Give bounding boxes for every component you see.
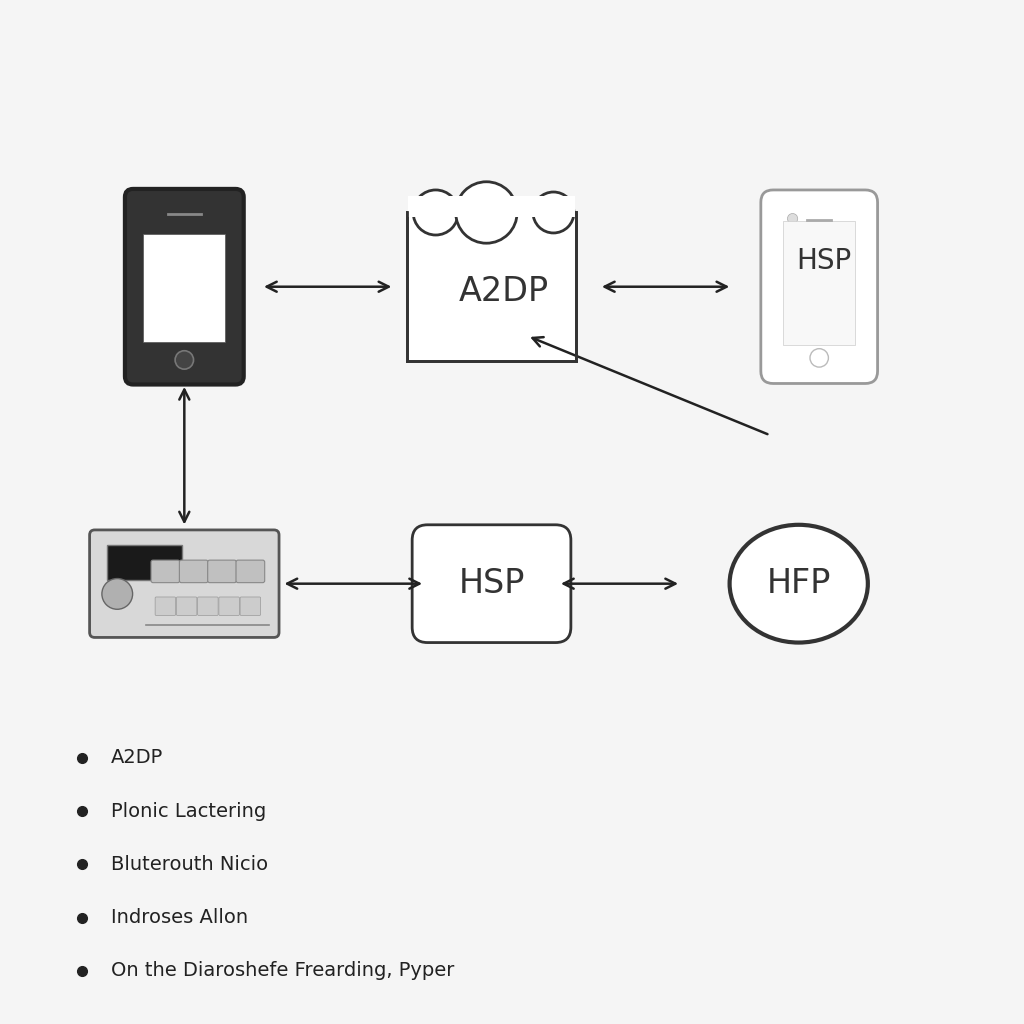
FancyBboxPatch shape [106,545,182,580]
Text: A2DP: A2DP [459,275,549,308]
Text: Plonic Lactering: Plonic Lactering [111,802,266,820]
Text: On the Diaroshefe Frearding, Pyper: On the Diaroshefe Frearding, Pyper [111,962,454,980]
FancyBboxPatch shape [156,597,176,615]
FancyBboxPatch shape [408,197,575,217]
FancyBboxPatch shape [219,597,240,615]
Circle shape [413,190,459,236]
Text: HSP: HSP [797,247,852,275]
Circle shape [532,193,573,233]
FancyBboxPatch shape [412,524,571,643]
Ellipse shape [729,524,868,643]
FancyBboxPatch shape [152,560,180,583]
Text: A2DP: A2DP [111,749,163,767]
Text: HFP: HFP [767,567,830,600]
FancyBboxPatch shape [179,560,208,583]
FancyBboxPatch shape [407,213,575,361]
Circle shape [101,579,133,609]
FancyBboxPatch shape [176,597,197,615]
FancyBboxPatch shape [90,530,279,637]
FancyBboxPatch shape [761,190,878,384]
FancyBboxPatch shape [143,234,225,342]
Circle shape [787,213,798,224]
FancyBboxPatch shape [240,597,260,615]
Text: Indroses Allon: Indroses Allon [111,908,248,927]
FancyBboxPatch shape [236,560,264,583]
FancyBboxPatch shape [783,221,855,344]
Text: Bluterouth Nicio: Bluterouth Nicio [111,855,267,873]
Text: HSP: HSP [459,567,524,600]
FancyBboxPatch shape [198,597,218,615]
FancyBboxPatch shape [208,560,237,583]
Circle shape [175,350,194,370]
FancyBboxPatch shape [125,189,244,385]
Circle shape [456,182,517,244]
